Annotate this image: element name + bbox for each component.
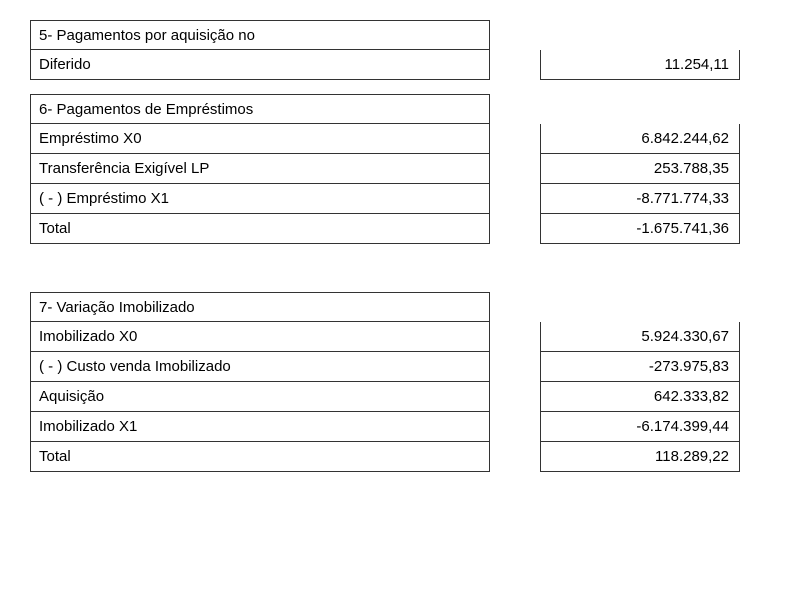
row-label: Imobilizado X1 bbox=[30, 412, 490, 442]
table-row: ( - ) Custo venda Imobilizado -273.975,8… bbox=[30, 352, 756, 382]
row-value: 118.289,22 bbox=[540, 442, 740, 472]
section-7-header: 7- Variação Imobilizado bbox=[30, 292, 490, 322]
row-label: Empréstimo X0 bbox=[30, 124, 490, 154]
table-row: Imobilizado X0 5.924.330,67 bbox=[30, 322, 756, 352]
section-6-header-row: 6- Pagamentos de Empréstimos bbox=[30, 94, 756, 124]
empty-cell bbox=[540, 94, 740, 124]
section-7-header-row: 7- Variação Imobilizado bbox=[30, 292, 756, 322]
table-row: Aquisição 642.333,82 bbox=[30, 382, 756, 412]
table-row: Total -1.675.741,36 bbox=[30, 214, 756, 244]
table-row: Transferência Exigível LP 253.788,35 bbox=[30, 154, 756, 184]
section-6-header: 6- Pagamentos de Empréstimos bbox=[30, 94, 490, 124]
row-label: Total bbox=[30, 442, 490, 472]
row-value: -1.675.741,36 bbox=[540, 214, 740, 244]
row-value: 253.788,35 bbox=[540, 154, 740, 184]
section-6: 6- Pagamentos de Empréstimos Empréstimo … bbox=[30, 94, 756, 244]
table-row: Total 118.289,22 bbox=[30, 442, 756, 472]
empty-cell bbox=[540, 292, 740, 322]
section-5-header: 5- Pagamentos por aquisição no bbox=[30, 20, 490, 50]
row-label: Total bbox=[30, 214, 490, 244]
row-label: Transferência Exigível LP bbox=[30, 154, 490, 184]
row-value: 6.842.244,62 bbox=[540, 124, 740, 154]
row-value: 5.924.330,67 bbox=[540, 322, 740, 352]
row-label: Aquisição bbox=[30, 382, 490, 412]
row-value: -273.975,83 bbox=[540, 352, 740, 382]
empty-cell bbox=[540, 20, 740, 50]
table-row: Diferido 11.254,11 bbox=[30, 50, 756, 80]
row-value: 642.333,82 bbox=[540, 382, 740, 412]
table-row: Imobilizado X1 -6.174.399,44 bbox=[30, 412, 756, 442]
section-5-header-row: 5- Pagamentos por aquisição no bbox=[30, 20, 756, 50]
row-value: 11.254,11 bbox=[540, 50, 740, 80]
row-label: ( - ) Custo venda Imobilizado bbox=[30, 352, 490, 382]
section-7: 7- Variação Imobilizado Imobilizado X0 5… bbox=[30, 292, 756, 472]
row-label: ( - ) Empréstimo X1 bbox=[30, 184, 490, 214]
row-label: Imobilizado X0 bbox=[30, 322, 490, 352]
row-value: -8.771.774,33 bbox=[540, 184, 740, 214]
table-row: ( - ) Empréstimo X1 -8.771.774,33 bbox=[30, 184, 756, 214]
section-5: 5- Pagamentos por aquisição no Diferido … bbox=[30, 20, 756, 80]
row-value: -6.174.399,44 bbox=[540, 412, 740, 442]
row-label: Diferido bbox=[30, 50, 490, 80]
table-row: Empréstimo X0 6.842.244,62 bbox=[30, 124, 756, 154]
